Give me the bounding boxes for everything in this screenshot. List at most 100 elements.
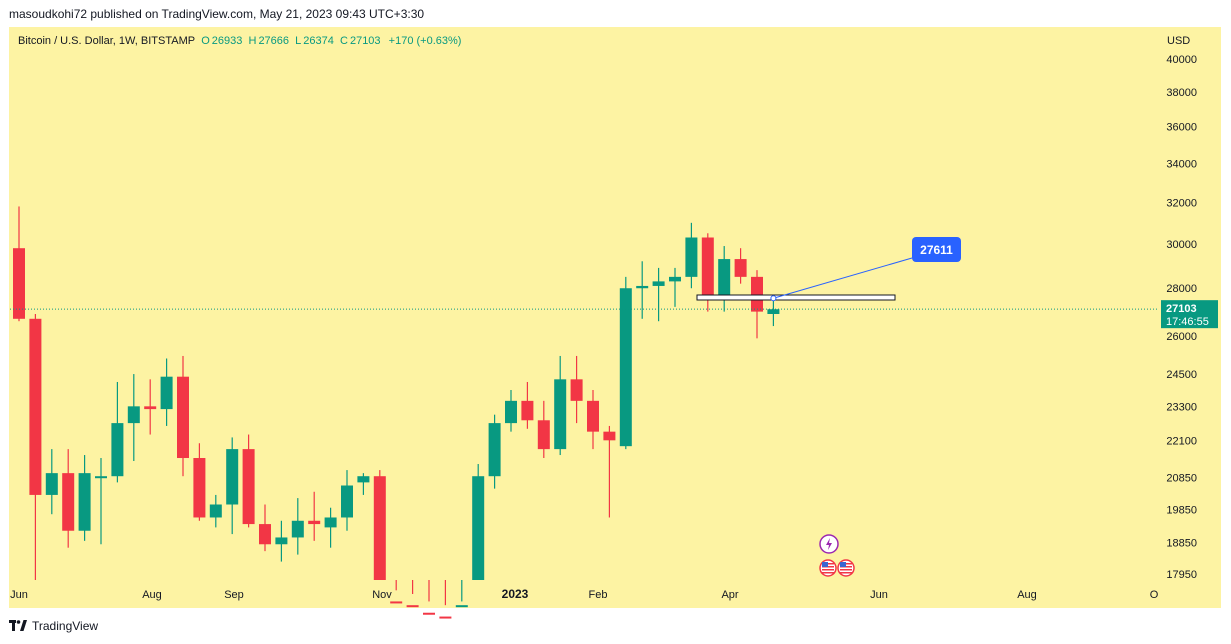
- candle: [144, 379, 157, 435]
- tradingview-logo-icon: [9, 620, 27, 631]
- time-tick-label: Feb: [589, 589, 608, 601]
- footer[interactable]: TradingView: [9, 619, 98, 633]
- candle: [357, 473, 370, 495]
- candle-body: [455, 605, 468, 608]
- candle: [505, 389, 517, 432]
- time-tick-label: Apr: [721, 589, 738, 601]
- candle-body: [127, 406, 140, 424]
- candle: [373, 470, 386, 580]
- candle-body: [373, 476, 386, 580]
- candle-body: [209, 504, 222, 518]
- candle: [718, 246, 731, 312]
- candle: [324, 507, 337, 548]
- candle: [685, 222, 698, 289]
- current-price-tag: [1161, 300, 1218, 329]
- candle: [554, 355, 567, 456]
- price-tick-label: 23300: [1166, 401, 1197, 413]
- candle: [78, 455, 91, 541]
- candle-body: [669, 276, 681, 282]
- candle: [127, 374, 140, 462]
- price-tick-label: 17950: [1166, 569, 1197, 581]
- annotation-label-text: 27611: [920, 243, 953, 257]
- candle-body: [160, 376, 173, 410]
- currency-label: USD: [1167, 35, 1191, 47]
- candle: [259, 504, 271, 552]
- candle-body: [242, 449, 255, 525]
- candle: [275, 520, 288, 562]
- candle-body: [62, 473, 75, 531]
- candle-body: [701, 237, 714, 298]
- close-value: 27103: [349, 35, 381, 47]
- candle-body: [324, 517, 337, 528]
- candle-body: [619, 288, 632, 447]
- candle-body: [406, 605, 419, 608]
- candle-body: [226, 449, 239, 505]
- candle: [439, 580, 452, 619]
- candle: [13, 206, 25, 322]
- candle-body: [537, 420, 550, 450]
- candle-body: [652, 281, 665, 286]
- candle-body: [341, 485, 353, 518]
- candle-body: [587, 400, 599, 432]
- candle: [751, 270, 763, 339]
- current-price-text: 27103: [1166, 303, 1197, 315]
- time-tick-label: 2023: [502, 587, 529, 601]
- candle: [455, 580, 468, 608]
- candle-body: [390, 601, 403, 604]
- time-tick-label: Sep: [224, 589, 244, 601]
- time-tick-label: O: [1150, 589, 1159, 601]
- candle-body: [291, 520, 304, 538]
- us-flag-event-icon: [837, 559, 855, 577]
- candle-body: [751, 276, 763, 312]
- publisher-line: masoudkohi72 published on TradingView.co…: [9, 7, 425, 21]
- candle: [160, 358, 173, 426]
- candle: [521, 381, 534, 429]
- high-label: H: [248, 35, 257, 47]
- candle: [619, 276, 632, 450]
- open-label: O: [201, 35, 210, 47]
- candle-body: [472, 476, 485, 580]
- price-tick-label: 30000: [1166, 239, 1197, 251]
- candle: [45, 449, 58, 515]
- price-tick-label: 32000: [1166, 197, 1197, 209]
- candle-body: [78, 473, 91, 531]
- trend-line: [773, 257, 913, 299]
- candle-body: [554, 379, 567, 450]
- footer-brand: TradingView: [32, 619, 99, 633]
- candle-body: [29, 318, 42, 495]
- time-tick-label: Jun: [10, 589, 28, 601]
- candle: [669, 267, 681, 307]
- candle: [603, 425, 616, 518]
- candle-body: [275, 537, 288, 545]
- change-value: +170 (+0.63%): [388, 35, 462, 47]
- candle: [390, 580, 403, 604]
- price-tick-label: 19850: [1166, 504, 1197, 516]
- candle-body: [177, 376, 189, 459]
- candle: [570, 355, 583, 424]
- time-tick-label: Nov: [372, 589, 392, 601]
- candle-body: [718, 259, 731, 298]
- candle: [406, 580, 419, 608]
- price-axis: 40000 38000 36000 34000 32000 30000 28000 26000…: [1161, 54, 1218, 581]
- candle-body: [45, 473, 58, 495]
- candle-body: [521, 400, 534, 421]
- candle: [587, 389, 599, 450]
- candle-body: [144, 406, 157, 410]
- candle: [62, 449, 75, 548]
- candle-body: [111, 423, 124, 477]
- candle-body: [308, 520, 321, 525]
- candle-body: [505, 400, 517, 424]
- price-tick-label: 34000: [1166, 158, 1197, 170]
- price-tick-label: 38000: [1166, 87, 1197, 99]
- candles-group: [13, 206, 780, 619]
- candle-body: [13, 248, 25, 319]
- time-tick-label: Aug: [1017, 589, 1037, 601]
- time-tick-label: Jun: [870, 589, 888, 601]
- candle: [95, 458, 107, 545]
- trend-line-anchor: [770, 295, 777, 302]
- candle-body: [636, 285, 649, 289]
- candle-body: [423, 612, 435, 615]
- candle: [193, 443, 206, 521]
- candle: [308, 491, 321, 541]
